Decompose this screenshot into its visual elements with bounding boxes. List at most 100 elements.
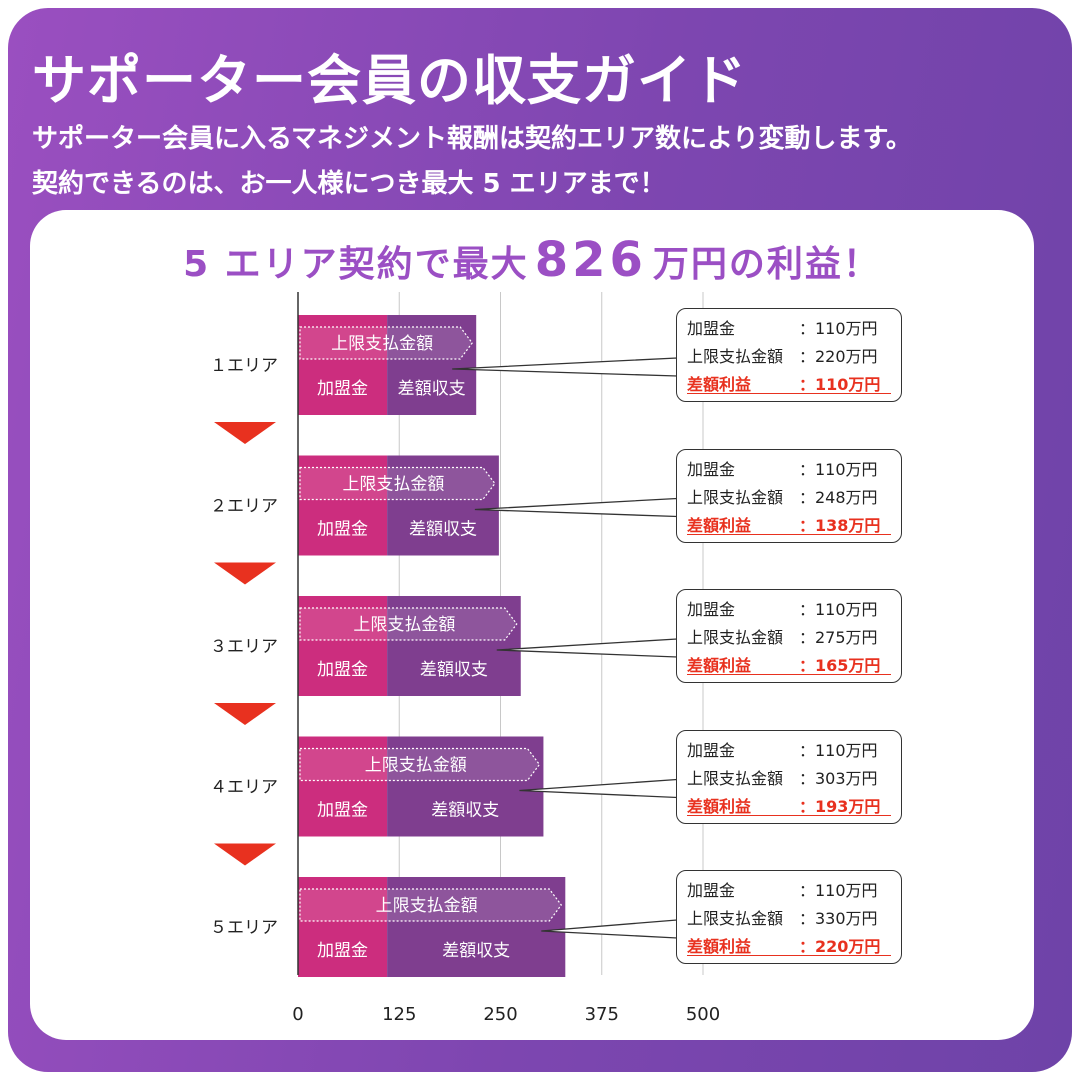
upper-payment-label: 上限支払金額	[342, 475, 444, 495]
annotation-value: ：330万円	[799, 909, 878, 928]
headline-amount: 826	[534, 232, 647, 288]
annotation-value: ：110万円	[799, 459, 878, 479]
annotation-key: 加盟金	[687, 740, 736, 760]
annotation-row: 上限支払金額 ：330万円	[687, 905, 901, 933]
annotation-value: ：303万円	[799, 768, 878, 788]
annotation-key: 上限支払金額	[687, 768, 784, 788]
callout-pointer	[496, 638, 678, 658]
bar-franchise-fee	[298, 877, 388, 977]
bar-franchise-fee	[298, 736, 388, 837]
upper-payment-label: 上限支払金額	[376, 896, 478, 916]
annotation-box: 加盟金 ：110万円 上限支払金額 ：220万円差額利益 ：110万円	[676, 308, 902, 402]
annotation-value: ：165万円	[799, 656, 881, 675]
franchise-fee-label: 加盟金	[317, 520, 368, 540]
annotation-row: 上限支払金額 ：303万円	[687, 765, 901, 793]
franchise-fee-label: 加盟金	[317, 379, 368, 399]
annotation-profit-row: 差額利益 ：220万円	[687, 933, 901, 961]
upper-payment-label: 上限支払金額	[331, 334, 433, 354]
bar-difference	[387, 455, 499, 556]
bar-difference	[387, 736, 544, 837]
annotation-row: 加盟金 ：110万円	[687, 596, 901, 624]
profit-underline	[687, 674, 891, 675]
callout-pointer	[452, 357, 678, 377]
profit-underline	[687, 533, 891, 535]
bar-franchise-fee	[298, 455, 388, 556]
x-tick-label: 250	[483, 1004, 517, 1025]
annotation-row: 加盟金 ：110万円	[687, 315, 901, 343]
x-tick-label: 0	[292, 1004, 303, 1025]
annotation-value: ：220万円	[799, 937, 881, 956]
down-arrow-icon	[214, 843, 276, 866]
annotation-key: 差額利益	[687, 515, 752, 535]
x-tick-label: 125	[382, 1004, 416, 1025]
annotation-row: 加盟金 ：110万円	[687, 737, 901, 765]
annotation-row: 加盟金 ：110万円	[687, 877, 901, 905]
upper-payment-arrow	[299, 466, 496, 501]
page-title: サポーター会員の収支ガイド	[32, 49, 747, 112]
annotation-profit-row: 差額利益 ：110万円	[687, 371, 901, 399]
annotation-value: ：220万円	[799, 347, 878, 366]
difference-label: 差額収支	[398, 379, 466, 399]
bar-franchise-fee	[298, 315, 388, 415]
headline: 5 エリア契約で最大 826 万円の利益！	[30, 232, 1034, 288]
annotation-value: ：110万円	[799, 319, 878, 338]
annotation-key: 差額利益	[687, 375, 752, 394]
annotation-box: 加盟金 ：110万円 上限支払金額 ：275万円差額利益 ：165万円	[676, 589, 902, 683]
down-arrow-icon	[214, 422, 276, 444]
difference-label: 差額収支	[420, 660, 488, 680]
profit-underline	[687, 955, 891, 956]
bar-franchise-fee	[298, 596, 388, 696]
annotation-key: 加盟金	[687, 459, 736, 479]
category-label: １エリア	[210, 356, 278, 376]
difference-label: 差額収支	[409, 520, 477, 540]
headline-suffix: 万円の利益！	[652, 244, 881, 285]
annotation-profit-row: 差額利益 ：193万円	[687, 793, 901, 821]
x-tick-label: 375	[585, 1004, 619, 1025]
profit-underline	[687, 814, 891, 816]
category-label: ２エリア	[210, 497, 278, 517]
annotation-value: ：110万円	[799, 600, 878, 619]
difference-label: 差額収支	[442, 941, 510, 961]
annotation-key: 加盟金	[687, 600, 736, 619]
annotation-key: 差額利益	[687, 796, 752, 816]
upper-payment-arrow	[299, 888, 563, 922]
difference-label: 差額収支	[431, 801, 499, 821]
subtitle-line-1: サポーター会員に入るマネジメント報酬は契約エリア数により変動します。	[32, 124, 912, 154]
annotation-value: ：110万円	[799, 740, 878, 760]
upper-payment-label: 上限支払金額	[353, 615, 455, 635]
annotation-key: 加盟金	[687, 881, 736, 900]
annotation-key: 差額利益	[687, 656, 752, 675]
annotation-key: 上限支払金額	[687, 628, 784, 647]
upper-payment-arrow	[299, 747, 541, 782]
annotation-row: 上限支払金額 ：275万円	[687, 624, 901, 652]
bar-difference	[387, 596, 521, 696]
annotation-value: ：275万円	[799, 628, 878, 647]
annotation-box: 加盟金 ：110万円 上限支払金額 ：330万円差額利益 ：220万円	[676, 870, 902, 964]
annotation-row: 上限支払金額 ：248万円	[687, 484, 901, 512]
annotation-key: 上限支払金額	[687, 347, 784, 366]
annotation-key: 上限支払金額	[687, 909, 784, 928]
upper-payment-arrow	[299, 607, 518, 641]
upper-payment-arrow	[299, 326, 473, 360]
bar-difference	[387, 315, 477, 415]
annotation-value: ：110万円	[799, 375, 881, 394]
headline-prefix: 5 エリア契約で最大	[183, 244, 529, 285]
profit-underline	[687, 393, 891, 394]
down-arrow-icon	[214, 703, 276, 725]
x-tick-label: 500	[686, 1004, 720, 1025]
category-label: ３エリア	[210, 637, 278, 657]
upper-payment-label: 上限支払金額	[365, 756, 467, 776]
bar-difference	[387, 877, 566, 977]
franchise-fee-label: 加盟金	[317, 801, 368, 821]
annotation-box: 加盟金 ：110万円 上限支払金額 ：303万円差額利益 ：193万円	[676, 729, 902, 824]
category-label: ４エリア	[210, 778, 278, 798]
annotation-profit-row: 差額利益 ：165万円	[687, 652, 901, 680]
annotation-key: 加盟金	[687, 319, 736, 338]
callout-pointer	[474, 497, 678, 518]
franchise-fee-label: 加盟金	[317, 660, 368, 680]
annotation-value: ：138万円	[799, 515, 881, 535]
subtitle-line-2: 契約できるのは、お一人様につき最大 5 エリアまで！	[32, 169, 666, 199]
annotation-value: ：248万円	[799, 487, 878, 507]
annotation-value: ：110万円	[799, 881, 878, 900]
